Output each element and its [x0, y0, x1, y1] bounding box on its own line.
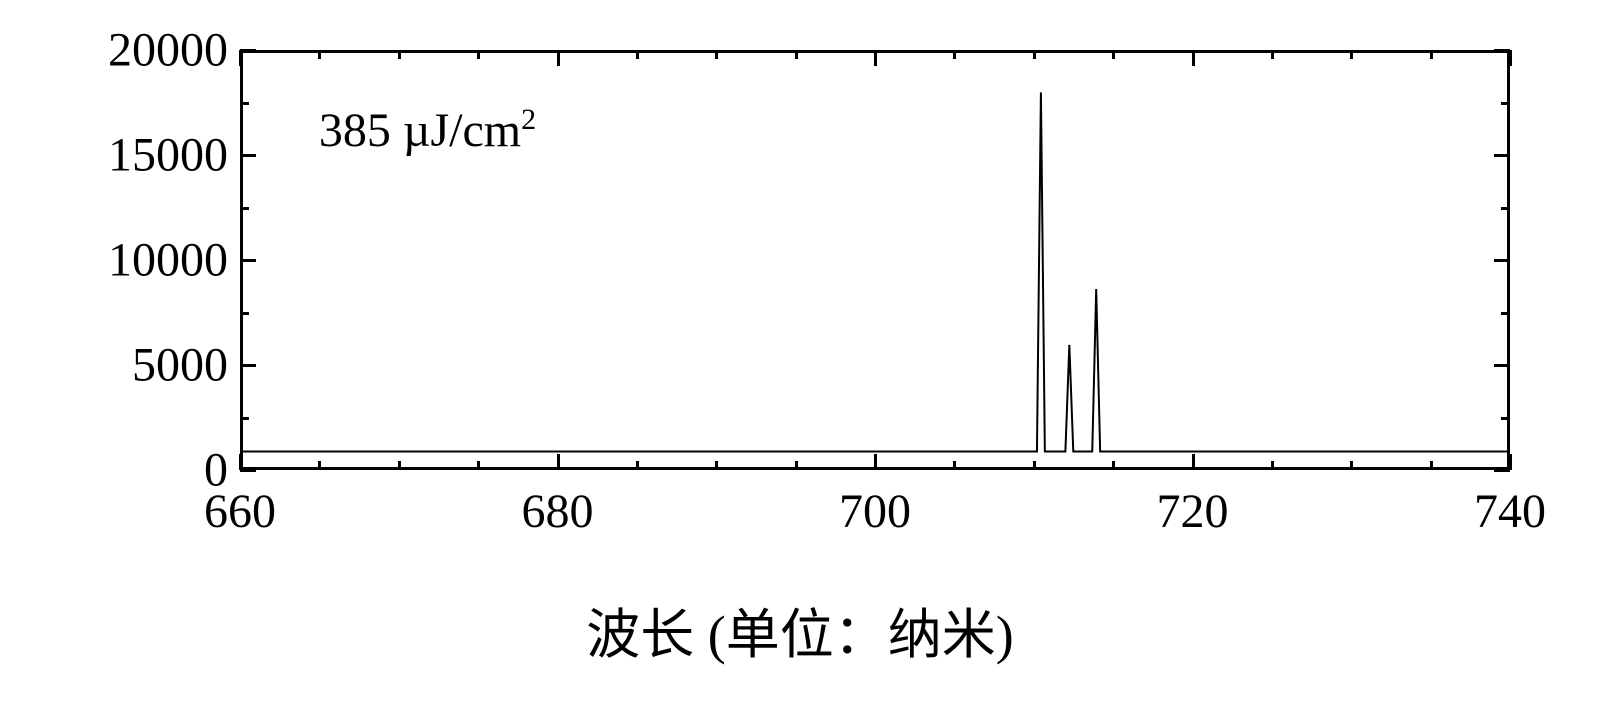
x-minor-tick: [1271, 461, 1274, 470]
x-minor-tick: [477, 461, 480, 470]
y-tick-label: 10000: [108, 233, 228, 288]
y-minor-tick: [1501, 417, 1510, 420]
x-tick-label: 740: [1474, 484, 1546, 539]
x-tick-mark: [1509, 454, 1512, 470]
y-minor-tick: [240, 417, 249, 420]
y-tick-mark: [240, 364, 256, 367]
x-minor-tick: [1112, 461, 1115, 470]
x-axis-label: 波长 (单位：纳米): [50, 590, 1550, 669]
x-minor-tick: [953, 50, 956, 59]
x-tick-mark: [557, 50, 560, 66]
y-minor-tick: [1501, 102, 1510, 105]
x-minor-tick: [1271, 50, 1274, 59]
x-tick-mark: [1509, 50, 1512, 66]
annotation-unit: µJ/cm: [403, 104, 521, 157]
x-minor-tick: [715, 461, 718, 470]
x-tick-mark: [239, 454, 242, 470]
x-minor-tick: [318, 50, 321, 59]
y-minor-tick: [240, 312, 249, 315]
x-minor-tick: [1033, 50, 1036, 59]
y-minor-tick: [240, 102, 249, 105]
y-tick-mark: [240, 469, 256, 472]
y-minor-tick: [1501, 207, 1510, 210]
x-minor-tick: [1430, 50, 1433, 59]
y-tick-mark: [1494, 469, 1510, 472]
y-tick-label: 15000: [108, 128, 228, 183]
y-tick-mark: [1494, 364, 1510, 367]
y-tick-mark: [240, 154, 256, 157]
y-tick-mark: [240, 49, 256, 52]
x-tick-mark: [1192, 454, 1195, 470]
x-minor-tick: [318, 461, 321, 470]
x-tick-mark: [874, 50, 877, 66]
x-minor-tick: [636, 461, 639, 470]
annotation-prefix: 385: [319, 104, 403, 157]
x-tick-label: 680: [522, 484, 594, 539]
y-tick-mark: [1494, 49, 1510, 52]
x-tick-mark: [1192, 50, 1195, 66]
x-tick-mark: [557, 454, 560, 470]
y-tick-label: 5000: [132, 338, 228, 393]
y-tick-mark: [1494, 154, 1510, 157]
x-tick-label: 700: [839, 484, 911, 539]
plot-area: 385 µJ/cm2: [240, 50, 1510, 470]
x-minor-tick: [1430, 461, 1433, 470]
x-minor-tick: [1350, 461, 1353, 470]
x-minor-tick: [1033, 461, 1036, 470]
y-tick-mark: [240, 259, 256, 262]
x-tick-label: 720: [1157, 484, 1229, 539]
x-minor-tick: [398, 50, 401, 59]
pump-fluence-annotation: 385 µJ/cm2: [319, 103, 536, 158]
x-minor-tick: [636, 50, 639, 59]
x-minor-tick: [1112, 50, 1115, 59]
x-tick-mark: [874, 454, 877, 470]
x-minor-tick: [477, 50, 480, 59]
chart-container: 385 µJ/cm2 波长 (单位：纳米) 050001000015000200…: [50, 20, 1550, 660]
x-tick-label: 660: [204, 484, 276, 539]
x-minor-tick: [795, 50, 798, 59]
x-tick-mark: [239, 50, 242, 66]
x-minor-tick: [1350, 50, 1353, 59]
x-minor-tick: [795, 461, 798, 470]
y-minor-tick: [240, 207, 249, 210]
y-tick-mark: [1494, 259, 1510, 262]
x-minor-tick: [398, 461, 401, 470]
x-minor-tick: [953, 461, 956, 470]
x-minor-tick: [715, 50, 718, 59]
y-tick-label: 20000: [108, 23, 228, 78]
y-minor-tick: [1501, 312, 1510, 315]
annotation-exp: 2: [521, 103, 536, 136]
